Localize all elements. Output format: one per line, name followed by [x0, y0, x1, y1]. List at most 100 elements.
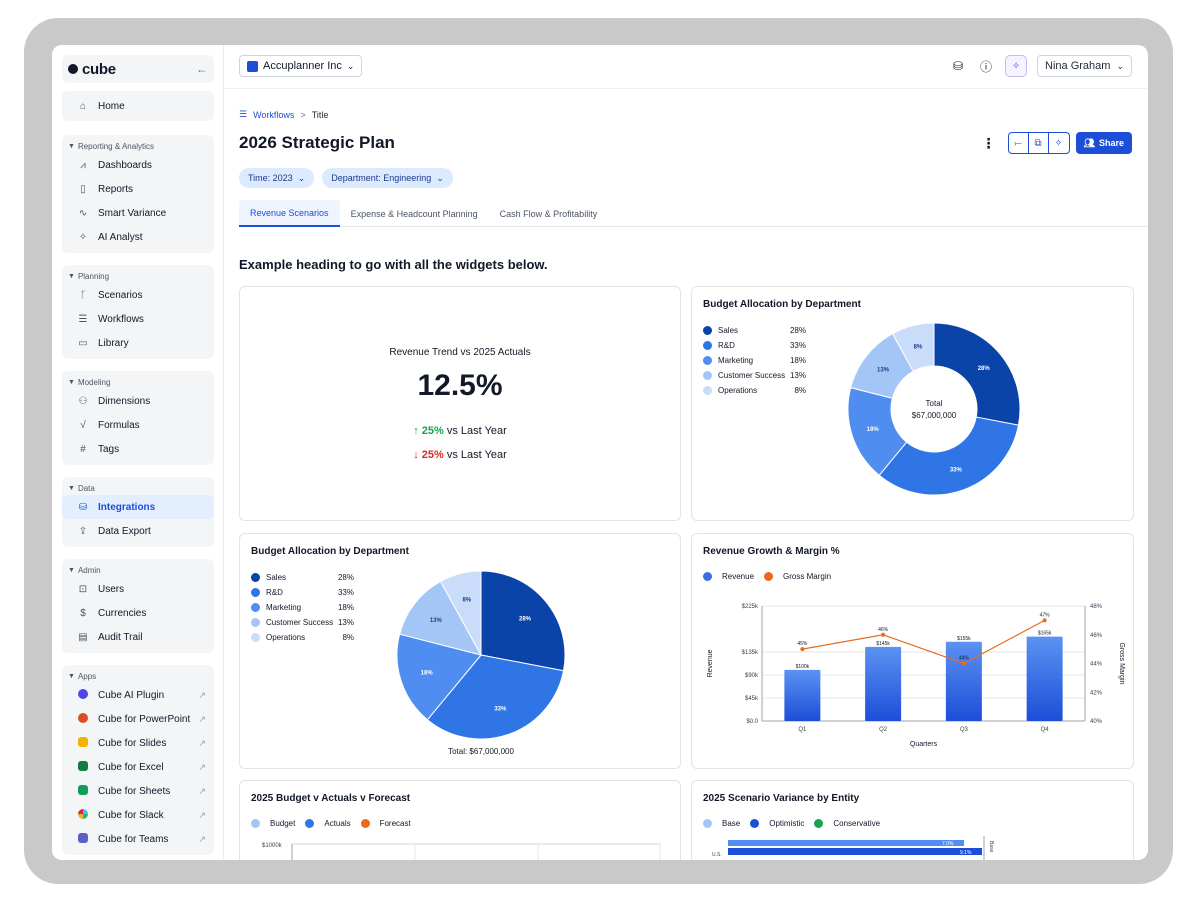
sidebar-item-currencies[interactable]: $ Currencies — [62, 601, 214, 625]
legend-swatch — [305, 819, 315, 828]
sidebar-item-label: Dimensions — [98, 395, 151, 407]
sidebar-item-cube-for-powerpoint[interactable]: Cube for PowerPoint ↗ — [62, 707, 214, 731]
x-tick-label: Q3 — [960, 727, 969, 733]
sidebar-item-dimensions[interactable]: ⚇ Dimensions — [62, 389, 214, 413]
sidebar-group-admin: ▼ Admin ⊡ Users $ Currencies ▤ Audit Trail — [62, 559, 214, 653]
legend-item[interactable]: Forecast — [360, 819, 411, 828]
kpi-down-pct: 25% — [421, 449, 444, 461]
legend-item[interactable]: R&D 33% — [703, 338, 806, 353]
legend-item[interactable]: Customer Success 13% — [251, 615, 354, 630]
pie-slice — [439, 570, 482, 656]
filter-chip-time[interactable]: Time: 2023 ⌄ — [239, 168, 315, 188]
legend-swatch — [703, 356, 712, 365]
legend-item[interactable]: Customer Success 13% — [703, 368, 806, 383]
more-options-icon[interactable]: ⋮ — [981, 134, 996, 151]
ai-assistant-icon[interactable]: ✧ — [1005, 55, 1028, 77]
legend-item[interactable]: Revenue — [703, 572, 754, 581]
sidebar-item-dashboards[interactable]: ⩘ Dashboards — [62, 153, 214, 177]
chart-legend: Sales 28% R&D 33% Marketing 18% Customer Succe… — [251, 570, 354, 645]
chart-legend: Base Optimistic Conservative — [703, 819, 880, 828]
tab-cash-flow[interactable]: Cash Flow & Profitability — [499, 208, 598, 219]
y2-tick-label: 44% — [1090, 662, 1103, 668]
legend-item[interactable]: Operations 8% — [703, 383, 806, 398]
sidebar-item-scenarios[interactable]: ᚴ Scenarios — [62, 283, 214, 307]
tab-expense-headcount[interactable]: Expense & Headcount Planning — [350, 208, 478, 219]
bar-optimistic — [728, 848, 982, 855]
y2-tick-label: 40% — [1090, 719, 1103, 725]
main-content: Accuplanner Inc ⌄ ⛁ ⓘ ✧ Nina Graham ⌄ ☰ … — [224, 45, 1148, 860]
legend-item[interactable]: Conservative — [814, 819, 880, 828]
sidebar-item-library[interactable]: ▭ Library — [62, 331, 214, 355]
caret-down-icon: ▼ — [68, 673, 75, 680]
legend-label: Operations — [718, 386, 758, 395]
sidebar-item-cube-for-excel[interactable]: Cube for Excel ↗ — [62, 755, 214, 779]
legend-item[interactable]: Sales 28% — [703, 323, 806, 338]
sidebar-item-tags[interactable]: # Tags — [62, 437, 214, 461]
sidebar-item-cube-for-sheets[interactable]: Cube for Sheets ↗ — [62, 779, 214, 803]
sidebar-group-title[interactable]: ▼ Modeling — [68, 378, 111, 387]
legend-swatch — [360, 819, 370, 828]
breadcrumb-link-workflows[interactable]: Workflows — [253, 109, 295, 120]
sidebar-item-reports[interactable]: ▯ Reports — [62, 177, 214, 201]
legend-item[interactable]: Marketing 18% — [251, 600, 354, 615]
external-link-icon: ↗ — [198, 761, 206, 772]
legend-item[interactable]: Base — [703, 819, 740, 828]
sidebar-item-cube-ai-plugin[interactable]: Cube AI Plugin ↗ — [62, 683, 214, 707]
legend-item[interactable]: Optimistic — [750, 819, 804, 828]
database-settings-icon[interactable]: ⛁ — [953, 59, 964, 73]
legend-label: Customer Success — [718, 371, 786, 380]
cube-logo-icon — [68, 64, 78, 74]
breadcrumb-separator: > — [300, 109, 306, 120]
legend-item[interactable]: Actuals — [305, 819, 351, 828]
donut-center-label: Total — [926, 399, 943, 408]
legend-swatch — [703, 341, 712, 350]
org-selector[interactable]: Accuplanner Inc ⌄ — [239, 55, 363, 77]
legend-label: R&D — [718, 341, 735, 350]
budget-chart-axes: $1000k — [262, 843, 661, 860]
legend-item[interactable]: Marketing 18% — [703, 353, 806, 368]
sidebar-item-users[interactable]: ⊡ Users — [62, 577, 214, 601]
share-button[interactable]: 👥︎ Share — [1075, 132, 1132, 154]
legend-item[interactable]: Budget — [251, 819, 295, 828]
sidebar-item-cube-for-teams[interactable]: Cube for Teams ↗ — [62, 827, 214, 851]
filter-chip-department[interactable]: Department: Engineering ⌄ — [322, 168, 453, 188]
sidebar-group-title[interactable]: ▼ Reporting & Analytics — [68, 142, 154, 151]
legend-item[interactable]: Sales 28% — [251, 570, 354, 585]
book-icon: ▭ — [78, 337, 88, 349]
sidebar-item-home[interactable]: ⌂ Home — [62, 95, 214, 117]
sidebar-group-data: ▼ Data ⛁ Integrations ⇪ Data Export — [62, 477, 214, 547]
user-menu[interactable]: Nina Graham ⌄ — [1037, 55, 1132, 77]
sidebar-item-smart-variance[interactable]: ∿ Smart Variance — [62, 201, 214, 225]
pie-slice — [891, 322, 935, 372]
sidebar-item-cube-for-slack[interactable]: Cube for Slack ↗ — [62, 803, 214, 827]
sidebar-item-audit-trail[interactable]: ▤ Audit Trail — [62, 625, 214, 649]
chart-legend: Revenue Gross Margin — [703, 572, 831, 581]
legend-item[interactable]: R&D 33% — [251, 585, 354, 600]
bar-value-label: $165k — [1038, 631, 1052, 637]
tab-revenue-scenarios[interactable]: Revenue Scenarios — [239, 200, 340, 227]
sidebar-item-cube-for-slides[interactable]: Cube for Slides ↗ — [62, 731, 214, 755]
sidebar-item-label: Formulas — [98, 419, 140, 431]
sparkle-icon[interactable]: ✧ — [1054, 137, 1063, 149]
cube-ai-plugin-icon — [78, 688, 88, 699]
sidebar-item-formulas[interactable]: √ Formulas — [62, 413, 214, 437]
sidebar-group-title[interactable]: ▼ Planning — [68, 272, 110, 281]
sidebar-group-title[interactable]: ▼ Data — [68, 484, 95, 493]
arrow-left-icon[interactable]: ← — [196, 62, 208, 76]
legend-item[interactable]: Operations 8% — [251, 630, 354, 645]
duplicate-icon[interactable]: ⧉ — [1029, 133, 1049, 153]
sidebar-group-title[interactable]: ▼ Apps — [68, 672, 97, 681]
help-icon[interactable]: ⓘ — [980, 59, 993, 74]
line-point — [800, 647, 805, 652]
currency-icon: $ — [80, 607, 86, 619]
pie-total-label: Total: $67,000,000 — [448, 747, 514, 756]
sidebar-group-title[interactable]: ▼ Admin — [68, 566, 101, 575]
sidebar-item-integrations[interactable]: ⛁ Integrations — [62, 495, 214, 519]
legend-item[interactable]: Gross Margin — [764, 572, 831, 581]
sidebar-item-data-export[interactable]: ⇪ Data Export — [62, 519, 214, 543]
sidebar-item-ai-analyst[interactable]: ✧ AI Analyst — [62, 225, 214, 249]
legend-swatch — [750, 819, 760, 828]
users-icon: ⊡ — [78, 583, 88, 595]
workflow-icon[interactable]: ⤚ — [1009, 133, 1029, 153]
sidebar-item-workflows[interactable]: ☰ Workflows — [62, 307, 214, 331]
